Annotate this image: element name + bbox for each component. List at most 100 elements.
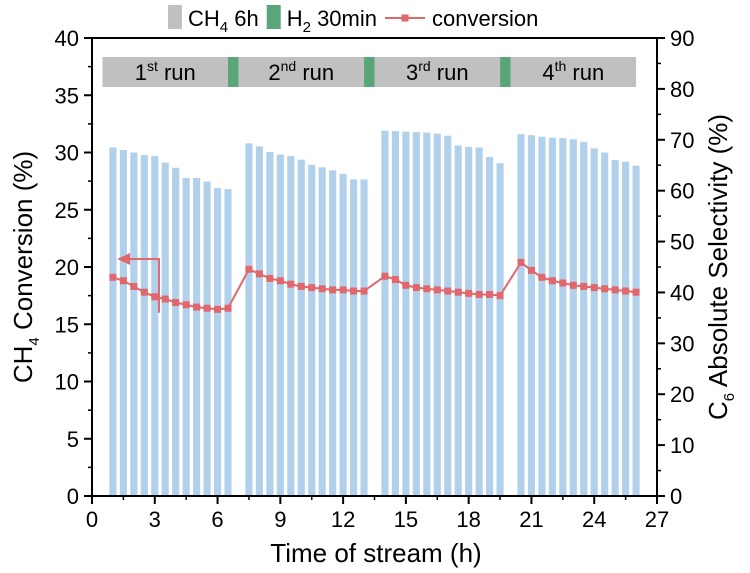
conversion-point: [454, 288, 462, 296]
y-left-tick-label: 10: [55, 370, 79, 395]
selectivity-bar: [632, 165, 640, 496]
conversion-point: [151, 293, 159, 301]
run-label-2: 2nd run: [268, 58, 334, 85]
axes: [84, 37, 665, 504]
y-left-tick-label: 5: [67, 427, 79, 452]
selectivity-bar: [193, 177, 201, 496]
x-axis-title: Time of stream (h): [270, 538, 481, 568]
selectivity-bar: [412, 132, 420, 496]
conversion-point: [465, 289, 473, 297]
h2-segment-3: [500, 57, 511, 87]
x-tick-label: 6: [211, 507, 223, 532]
run-segment-2: [238, 57, 365, 87]
conversion-point: [350, 287, 358, 295]
selectivity-bar: [548, 137, 556, 496]
h2-segment-2: [364, 57, 375, 87]
selectivity-bar: [318, 167, 326, 496]
selectivity-bar: [350, 179, 358, 496]
run-label-4: 4th run: [542, 58, 604, 85]
selectivity-bar: [266, 151, 274, 497]
legend: CH4 6h H2 30min conversion: [168, 5, 538, 36]
x-tick-label: 24: [582, 507, 606, 532]
conversion-series: [109, 258, 640, 313]
conversion-point: [308, 284, 316, 292]
y-left-tick-label: 20: [55, 255, 79, 280]
selectivity-bar: [381, 130, 389, 496]
selectivity-bar: [203, 181, 211, 497]
y-right-tick-label: 50: [670, 230, 694, 255]
selectivity-bar: [622, 161, 630, 496]
conversion-point: [318, 285, 326, 293]
conversion-point: [203, 304, 211, 312]
run-segment-1: [102, 57, 229, 87]
conversion-point: [214, 305, 222, 313]
legend-marker-conv: [401, 14, 409, 22]
conversion-point: [475, 290, 483, 298]
legend-swatch-h2: [266, 5, 281, 29]
arrow-shaft: [127, 257, 160, 313]
y-left-tick-label: 30: [55, 141, 79, 166]
conversion-point: [276, 277, 284, 285]
selectivity-bar: [329, 170, 337, 497]
legend-label-ch4: CH4 6h: [188, 6, 259, 36]
selectivity-bar: [161, 162, 169, 496]
selectivity-bar: [465, 146, 473, 496]
conversion-point: [601, 285, 609, 293]
selectivity-bar: [454, 145, 462, 496]
conversion-point: [182, 301, 190, 309]
conversion-point: [590, 284, 598, 292]
y-left-tick-label: 15: [55, 312, 79, 337]
conversion-point: [569, 281, 577, 289]
y-left-tick-label: 40: [55, 26, 79, 51]
conversion-point: [329, 286, 337, 294]
selectivity-bar: [433, 133, 441, 496]
y-left-tick-label: 25: [55, 198, 79, 223]
conversion-point: [423, 285, 431, 293]
x-tick-label: 0: [86, 507, 98, 532]
conversion-point: [140, 288, 148, 296]
selectivity-bar: [517, 134, 525, 496]
legend-swatch-ch4: [168, 5, 182, 29]
conversion-point: [412, 284, 420, 292]
selectivity-bar: [590, 148, 598, 496]
x-tick-label: 18: [456, 507, 480, 532]
y-right-tick-label: 70: [670, 128, 694, 153]
y-right-tick-label: 60: [670, 179, 694, 204]
y-right-tick-label: 20: [670, 382, 694, 407]
selectivity-bars: [109, 130, 640, 497]
y-right-tick-label: 30: [670, 331, 694, 356]
selectivity-bar: [224, 189, 232, 496]
conversion-point: [193, 303, 201, 311]
run-label-1: 1st run: [135, 58, 196, 85]
conversion-point: [119, 277, 127, 285]
selectivity-bar: [140, 155, 148, 497]
selectivity-bar: [360, 179, 368, 496]
conversion-point: [130, 282, 138, 290]
conversion-point: [486, 290, 494, 298]
selectivity-bar: [496, 163, 504, 497]
selectivity-bar: [287, 156, 295, 496]
selectivity-bar: [308, 164, 316, 497]
x-tick-label: 3: [149, 507, 161, 532]
run-indicator-bar: 1st run 2nd run 3rd run 4th run: [102, 57, 637, 87]
conversion-point: [255, 270, 263, 278]
conversion-point: [527, 266, 535, 274]
conversion-point: [580, 282, 588, 290]
conversion-point: [224, 304, 232, 312]
run-segment-4: [510, 57, 637, 87]
selectivity-bar: [569, 139, 577, 496]
legend-label-h2: H2 30min: [287, 6, 377, 36]
y-right-tick-label: 90: [670, 26, 694, 51]
h2-segment-1: [228, 57, 239, 87]
selectivity-bar: [213, 188, 222, 496]
conversion-line: [112, 260, 637, 311]
selectivity-bar: [611, 160, 619, 496]
conversion-point: [559, 279, 567, 287]
conversion-point: [517, 258, 525, 266]
conversion-point: [172, 298, 180, 306]
selectivity-bar: [391, 131, 399, 497]
selectivity-bar: [182, 177, 190, 496]
conversion-point: [444, 287, 452, 295]
y-right-tick-label: 40: [670, 280, 694, 305]
conversion-point: [245, 265, 253, 273]
